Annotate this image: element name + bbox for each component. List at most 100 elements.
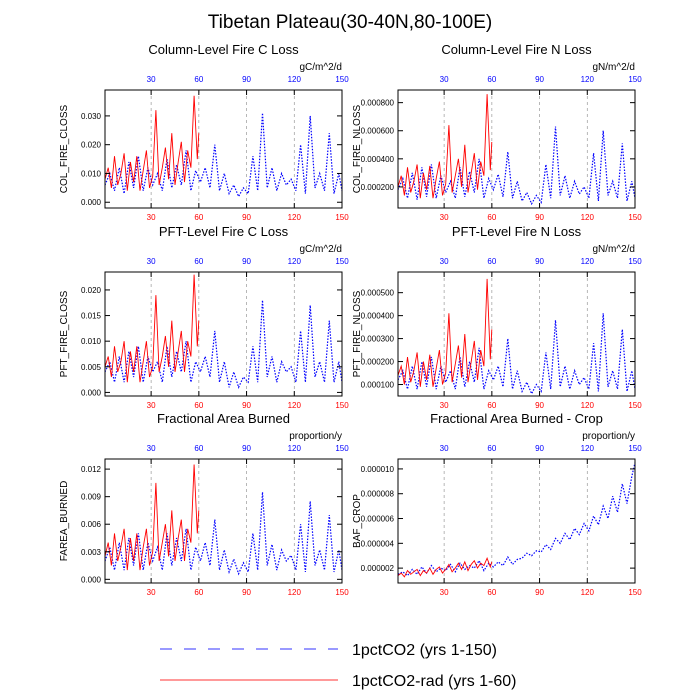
x-tick-label-bottom: 120 xyxy=(581,213,595,222)
x-tick-label-bottom: 60 xyxy=(487,213,496,222)
series-line-run2 xyxy=(104,274,200,383)
y-tick-label: 0.000010 xyxy=(361,465,395,474)
x-tick-label-bottom: 90 xyxy=(242,588,251,597)
y-tick-label: 0.010 xyxy=(81,169,102,178)
x-tick-label-top: 30 xyxy=(440,75,449,84)
x-tick-label-bottom: 30 xyxy=(147,588,156,597)
series-line-run2 xyxy=(104,95,200,191)
x-tick-label-top: 30 xyxy=(147,75,156,84)
x-tick-label-bottom: 150 xyxy=(335,588,349,597)
x-tick-label-bottom: 120 xyxy=(288,213,302,222)
y-axis-label: FAREA_BURNED xyxy=(59,481,70,562)
plot-frame xyxy=(397,89,636,209)
units-label: proportion/y xyxy=(582,431,635,442)
x-tick-label-bottom: 30 xyxy=(147,213,156,222)
y-tick-label: 0.020 xyxy=(81,141,102,150)
y-tick-label: 0.000400 xyxy=(361,155,395,164)
y-axis-label: COL_FIRE_NLOSS xyxy=(352,104,363,193)
panel-4: PFT-Level Fire N Loss gN/m^2/d PFT_FIRE_NL… xyxy=(352,224,642,410)
y-tick-label: 0.000002 xyxy=(361,564,395,573)
x-tick-label-bottom: 90 xyxy=(535,213,544,222)
x-tick-label-top: 150 xyxy=(628,75,642,84)
x-tick-label-bottom: 30 xyxy=(440,401,449,410)
panel-title: Fractional Area Burned xyxy=(157,411,290,426)
panel-5: Fractional Area Burned proportion/y FAREA_… xyxy=(59,411,349,597)
x-tick-label-bottom: 150 xyxy=(628,213,642,222)
x-tick-label-top: 60 xyxy=(194,75,203,84)
y-tick-label: 0.000100 xyxy=(361,381,395,390)
y-tick-label: 0.000300 xyxy=(361,335,395,344)
y-tick-label: 0.003 xyxy=(81,548,102,557)
y-tick-label: 0.000600 xyxy=(361,127,395,136)
x-tick-label-bottom: 90 xyxy=(242,213,251,222)
x-tick-label-top: 30 xyxy=(440,444,449,453)
y-tick-label: 0.006 xyxy=(81,520,102,529)
y-tick-label: 0.000 xyxy=(81,575,102,584)
y-tick-label: 0.000 xyxy=(81,198,102,207)
y-axis-label: PFT_FIRE_CLOSS xyxy=(59,290,70,377)
y-tick-label: 0.009 xyxy=(81,493,102,502)
series-line-run1 xyxy=(104,112,343,198)
series-line-run1 xyxy=(104,300,343,389)
x-tick-label-top: 90 xyxy=(535,444,544,453)
y-tick-label: 0.000400 xyxy=(361,312,395,321)
x-tick-label-bottom: 120 xyxy=(581,588,595,597)
units-label: gN/m^2/d xyxy=(593,62,636,73)
y-tick-label: 0.020 xyxy=(81,286,102,295)
x-tick-label-top: 150 xyxy=(335,75,349,84)
y-tick-label: 0.000 xyxy=(81,388,102,397)
x-tick-label-bottom: 90 xyxy=(535,401,544,410)
x-tick-label-bottom: 90 xyxy=(535,588,544,597)
x-tick-label-top: 90 xyxy=(242,444,251,453)
x-tick-label-top: 150 xyxy=(628,444,642,453)
x-tick-label-bottom: 120 xyxy=(288,401,302,410)
x-tick-label-bottom: 60 xyxy=(487,588,496,597)
y-tick-label: 0.005 xyxy=(81,363,102,372)
x-tick-label-bottom: 60 xyxy=(194,401,203,410)
x-tick-label-bottom: 30 xyxy=(440,588,449,597)
x-tick-label-top: 150 xyxy=(335,257,349,266)
x-tick-label-bottom: 150 xyxy=(628,401,642,410)
legend: 1pctCO2 (yrs 1-150) 1pctCO2-rad (yrs 1-6… xyxy=(160,642,517,690)
panel-3: PFT-Level Fire C Loss gC/m^2/d PFT_FIRE_CL… xyxy=(59,224,349,410)
x-tick-label-top: 60 xyxy=(194,444,203,453)
series-line-run2 xyxy=(397,94,493,199)
units-label: proportion/y xyxy=(289,431,342,442)
series-line-run1 xyxy=(397,462,636,577)
series-line-run2 xyxy=(397,278,493,387)
x-tick-label-bottom: 60 xyxy=(194,588,203,597)
x-tick-label-top: 120 xyxy=(288,444,302,453)
x-tick-label-top: 90 xyxy=(242,75,251,84)
panel-title: Column-Level Fire N Loss xyxy=(441,42,592,57)
x-tick-label-top: 60 xyxy=(487,444,496,453)
x-tick-label-top: 120 xyxy=(288,75,302,84)
y-tick-label: 0.030 xyxy=(81,112,102,121)
x-tick-label-bottom: 150 xyxy=(335,213,349,222)
y-tick-label: 0.000006 xyxy=(361,515,395,524)
y-axis-label: BAF_CROP xyxy=(352,494,363,548)
legend-label-run2: 1pctCO2-rad (yrs 1-60) xyxy=(352,673,517,690)
x-tick-label-bottom: 60 xyxy=(487,401,496,410)
series-line-run2 xyxy=(397,556,493,578)
x-tick-label-top: 90 xyxy=(242,257,251,266)
y-tick-label: 0.000200 xyxy=(361,358,395,367)
y-tick-label: 0.000004 xyxy=(361,539,395,548)
x-tick-label-bottom: 30 xyxy=(440,213,449,222)
panel-title: PFT-Level Fire N Loss xyxy=(452,224,582,239)
y-tick-label: 0.000008 xyxy=(361,490,395,499)
plot-frame xyxy=(104,89,343,209)
y-axis-label: PFT_FIRE_NLOSS xyxy=(352,290,363,377)
units-label: gN/m^2/d xyxy=(593,244,636,255)
panel-title: PFT-Level Fire C Loss xyxy=(159,224,289,239)
x-tick-label-bottom: 150 xyxy=(628,588,642,597)
plot-frame xyxy=(104,271,343,397)
y-tick-label: 0.000200 xyxy=(361,183,395,192)
x-tick-label-top: 120 xyxy=(581,444,595,453)
x-tick-label-bottom: 90 xyxy=(242,401,251,410)
panels: Column-Level Fire C LossgC/m^2/dCOL_FIRE… xyxy=(59,42,642,597)
plot-frame xyxy=(397,458,636,584)
panel-title: Column-Level Fire C Loss xyxy=(148,42,299,57)
